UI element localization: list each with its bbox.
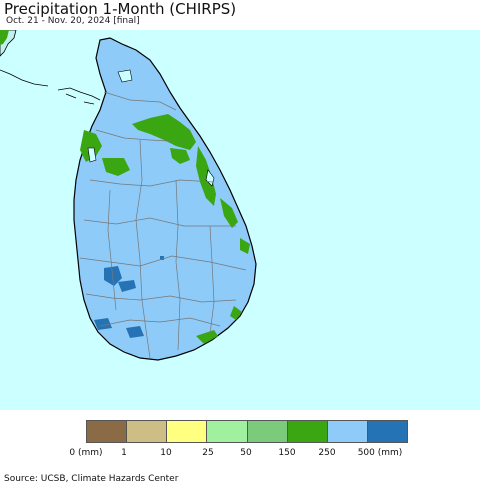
legend-label: 25 xyxy=(202,448,214,458)
lagoons xyxy=(87,69,215,187)
precip-500-plus-areas xyxy=(94,256,164,338)
legend-swatch xyxy=(87,421,128,442)
legend-swatch xyxy=(127,421,168,442)
legend-label: 250 xyxy=(318,448,336,458)
map-subtitle: Oct. 21 - Nov. 20, 2024 [final] xyxy=(6,16,140,26)
precip-150-250-areas xyxy=(80,114,250,344)
legend-swatch xyxy=(287,421,328,442)
legend-label: 50 xyxy=(240,448,252,458)
legend-swatch xyxy=(367,421,407,442)
mannar-islands xyxy=(57,87,101,105)
legend-label: 1 xyxy=(121,448,127,458)
legend-swatch xyxy=(247,421,288,442)
map-title: Precipitation 1-Month (CHIRPS) xyxy=(4,0,237,18)
color-legend xyxy=(86,420,408,443)
district-borders xyxy=(79,91,247,359)
legend-label: 500 (mm) xyxy=(357,448,403,458)
legend-swatch xyxy=(167,421,208,442)
precipitation-map xyxy=(0,30,480,410)
legend-label: 0 (mm) xyxy=(69,448,103,458)
legend-labels: 0 (mm) 1 10 25 50 150 250 500 (mm) xyxy=(0,448,480,462)
legend-swatch xyxy=(327,421,368,442)
india-green-patch xyxy=(0,30,9,45)
legend-label: 10 xyxy=(160,448,172,458)
source-credit: Source: UCSB, Climate Hazards Center xyxy=(4,474,179,484)
india-coastline xyxy=(0,69,49,87)
legend-label: 150 xyxy=(278,448,296,458)
legend-swatch xyxy=(207,421,248,442)
